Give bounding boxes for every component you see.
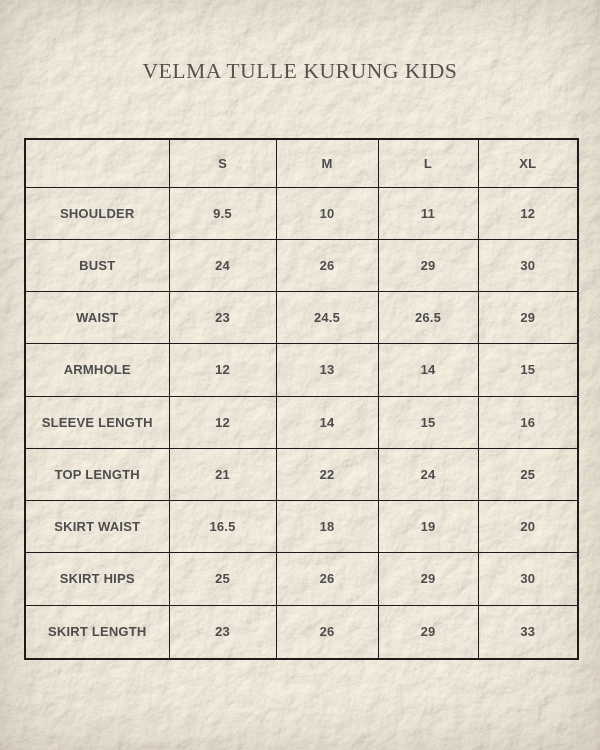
table-row-armhole: ARMHOLE 12 13 14 15 [24,343,579,397]
cell-value: 24 [377,447,479,502]
cell-value: 15 [477,343,579,397]
cell-value: 19 [377,499,479,554]
cell-value: 30 [477,238,579,293]
row-label: SKIRT WAIST [24,499,170,554]
column-header-xl: XL [477,138,579,188]
cell-value: 14 [377,343,479,397]
cell-value: 29 [377,238,479,293]
cell-value: 16.5 [168,499,277,554]
cell-value: 29 [377,604,479,660]
cell-value: 25 [168,552,277,606]
cell-value: 23 [168,604,277,660]
row-label: ARMHOLE [24,343,170,397]
cell-value: 23 [168,290,277,345]
cell-value: 29 [377,552,479,606]
cell-value: 21 [168,447,277,502]
table-row-waist: WAIST 23 24.5 26.5 29 [24,290,579,345]
cell-value: 33 [477,604,579,660]
cell-value: 12 [168,343,277,397]
cell-value: 20 [477,499,579,554]
row-label: SHOULDER [24,186,170,240]
cell-value: 12 [477,186,579,240]
cell-value: 11 [377,186,479,240]
table-row-bust: BUST 24 26 29 30 [24,238,579,293]
row-label: SLEEVE LENGTH [24,395,170,449]
table-row-skirt-hips: SKIRT HIPS 25 26 29 30 [24,552,579,606]
cell-value: 26 [275,604,379,660]
cell-value: 25 [477,447,579,502]
cell-value: 26 [275,552,379,606]
table-row-skirt-length: SKIRT LENGTH 23 26 29 33 [24,604,579,660]
table-row-skirt-waist: SKIRT WAIST 16.5 18 19 20 [24,499,579,554]
cell-value: 30 [477,552,579,606]
cell-value: 24.5 [275,290,379,345]
cell-value: 13 [275,343,379,397]
cell-value: 29 [477,290,579,345]
row-label: TOP LENGTH [24,447,170,502]
cell-value: 18 [275,499,379,554]
row-label: SKIRT HIPS [24,552,170,606]
cell-value: 12 [168,395,277,449]
cell-value: 22 [275,447,379,502]
cell-value: 10 [275,186,379,240]
cell-value: 24 [168,238,277,293]
row-label: BUST [24,238,170,293]
cell-value: 9.5 [168,186,277,240]
size-chart-table: S M L XL SHOULDER 9.5 10 11 12 BUST 24 2… [24,138,579,660]
column-header-empty [24,138,170,188]
page-title: VELMA TULLE KURUNG KIDS [142,59,458,83]
row-label: SKIRT LENGTH [24,604,170,660]
cell-value: 16 [477,395,579,449]
column-header-l: L [377,138,479,188]
column-header-m: M [275,138,379,188]
table-row-shoulder: SHOULDER 9.5 10 11 12 [24,186,579,240]
cell-value: 26 [275,238,379,293]
row-label: WAIST [24,290,170,345]
cell-value: 26.5 [377,290,479,345]
table-row-top-length: TOP LENGTH 21 22 24 25 [24,447,579,502]
cell-value: 15 [377,395,479,449]
table-header-row: S M L XL [24,138,579,188]
cell-value: 14 [275,395,379,449]
column-header-s: S [168,138,277,188]
table-row-sleeve-length: SLEEVE LENGTH 12 14 15 16 [24,395,579,449]
